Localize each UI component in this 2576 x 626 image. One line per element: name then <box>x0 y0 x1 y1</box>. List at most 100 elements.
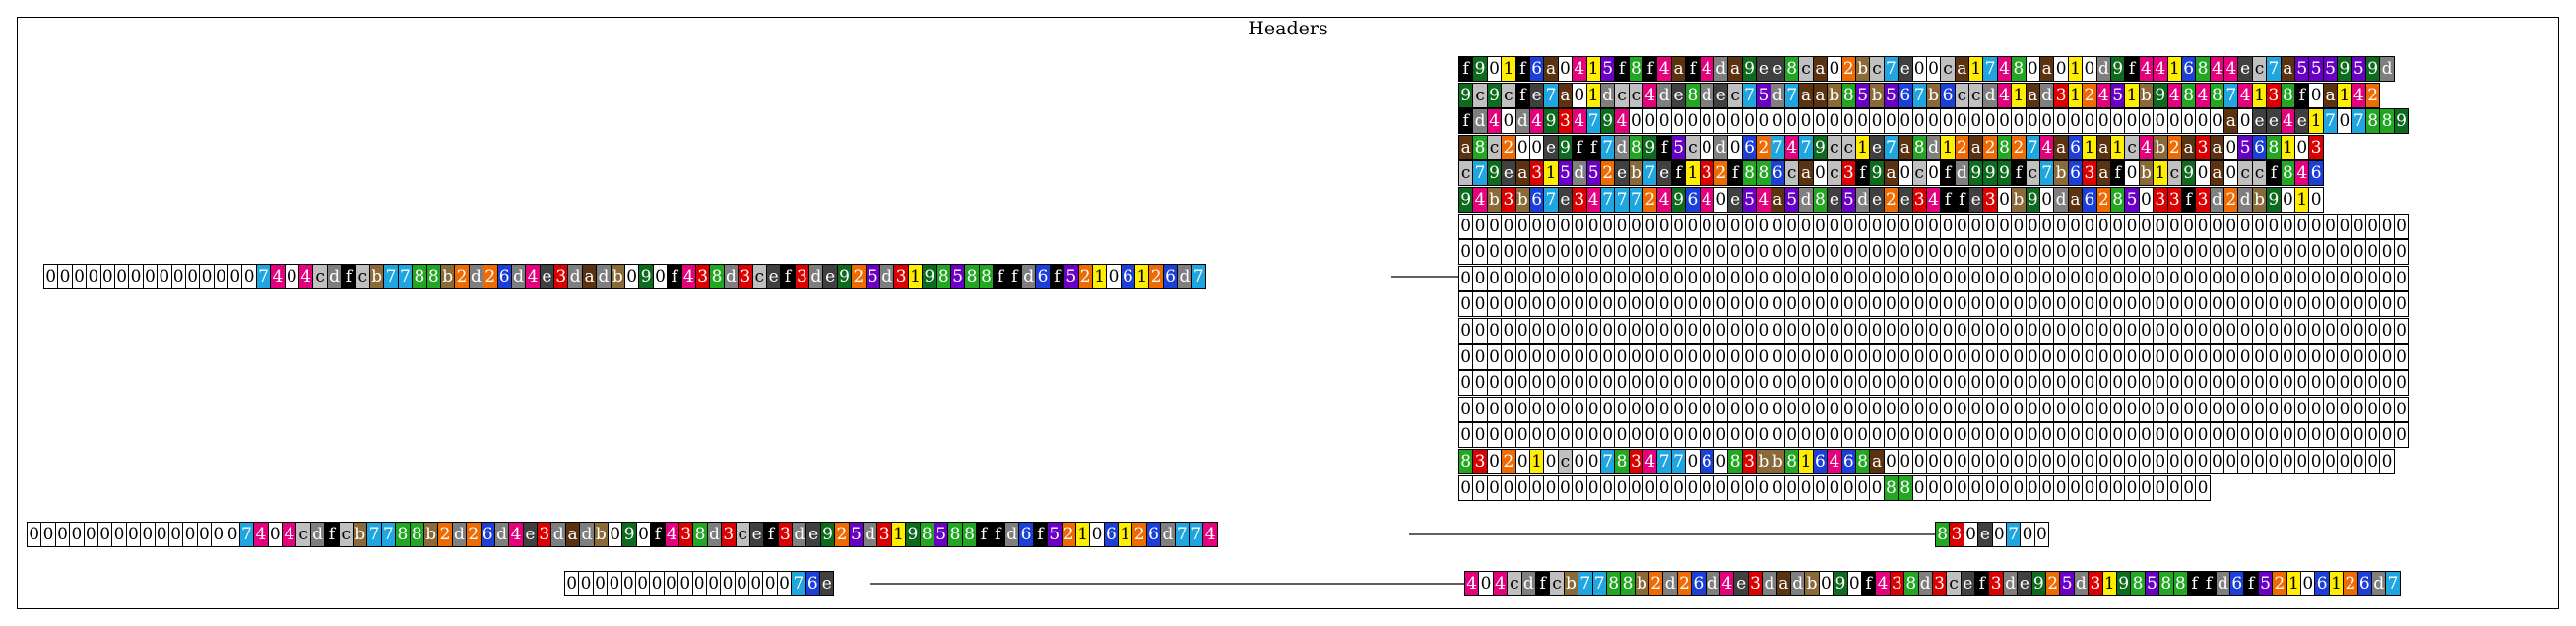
left-strip-3-cell: 0 <box>677 571 693 596</box>
matrix-zero-3-cell: 0 <box>1685 265 1701 291</box>
matrix-zero-2-cell: 0 <box>1685 239 1701 266</box>
left-strip-1-cell: 0 <box>86 264 101 289</box>
left-strip-1-cell: f <box>1006 264 1022 289</box>
matrix-row-16-cell: 0 <box>2053 449 2069 474</box>
matrix-row-16-cell: 0 <box>2266 449 2282 474</box>
matrix-zero-1-cell: 0 <box>1727 213 1743 239</box>
matrix-zero-7-cell: 0 <box>1741 370 1758 397</box>
matrix-row-16-cell: 0 <box>1940 449 1956 474</box>
right-strip-3-cell: 1 <box>2101 571 2117 596</box>
matrix-zero-2-cell: 0 <box>1628 239 1644 266</box>
matrix-zero-2-cell: 0 <box>1614 239 1630 266</box>
matrix-zero-2-cell: 0 <box>1883 239 1900 266</box>
matrix-zero-9-cell: 0 <box>1599 422 1616 449</box>
matrix-zero-1-cell: 0 <box>2011 213 2027 239</box>
matrix-zero-1-cell: 0 <box>1854 213 1871 239</box>
matrix-zero-7-cell: 0 <box>1585 370 1601 397</box>
matrix-zero-5-cell: 0 <box>2223 318 2239 344</box>
matrix-zero-7-cell: 0 <box>1812 370 1829 397</box>
right-strip-3-cell: 8 <box>2158 571 2174 596</box>
matrix-zero-8-cell: 0 <box>1968 396 1984 422</box>
matrix-row-1-cell: 4 <box>1656 56 1672 82</box>
matrix-zero-8-cell: 0 <box>1486 396 1503 422</box>
matrix-row-4-cell: 8 <box>1472 134 1488 160</box>
matrix-row-6-cell: d <box>2053 187 2069 213</box>
matrix-zero-6-cell: 0 <box>2322 344 2339 370</box>
matrix-zero-5-cell: 0 <box>1911 318 1927 344</box>
right-strip-3-cell: 9 <box>1833 571 1848 596</box>
right-strip-3-cell: 2 <box>2272 571 2287 596</box>
matrix-zero-9-cell: 0 <box>1528 422 1545 449</box>
matrix-row-1-cell: 4 <box>2138 56 2155 82</box>
matrix-zero-3-cell: 0 <box>1543 265 1559 291</box>
matrix-row-17-cell: 0 <box>1628 474 1644 501</box>
matrix-zero-5-cell: 0 <box>2180 318 2197 344</box>
left-strip-2-cell: 6 <box>480 522 495 547</box>
matrix-row-6-cell: 9 <box>2025 187 2041 213</box>
matrix-row-1-cell: a <box>2039 56 2055 82</box>
matrix-zero-1-cell: 0 <box>1968 213 1984 239</box>
matrix-zero-5-cell: 0 <box>1869 318 1885 344</box>
matrix-zero-1-cell: 0 <box>2337 213 2352 239</box>
matrix-zero-1-cell: 0 <box>1925 213 1942 239</box>
matrix-zero-1-cell: 0 <box>1614 213 1630 239</box>
matrix-row-6-cell: 4 <box>1585 187 1601 213</box>
matrix-zero-1-cell: 0 <box>1514 213 1530 239</box>
matrix-row-5-cell: c <box>1911 160 1927 187</box>
right-strip-3-cell: f <box>1974 571 1990 596</box>
matrix-zero-7-cell: 0 <box>1854 370 1871 397</box>
matrix-row-16-cell: 0 <box>2067 449 2084 474</box>
matrix-zero-6-cell: 0 <box>2379 344 2395 370</box>
matrix-zero-7-cell: 0 <box>2138 370 2155 397</box>
matrix-zero-9-cell: 0 <box>2195 422 2211 449</box>
matrix-zero-5-cell: 0 <box>2351 318 2366 344</box>
matrix-zero-1-cell: 0 <box>1685 213 1701 239</box>
matrix-row-16-cell: b <box>1770 449 1785 474</box>
matrix-row-16-cell: 0 <box>1982 449 1998 474</box>
matrix-zero-9-cell: 0 <box>1670 422 1687 449</box>
matrix-row-16-cell: 0 <box>2153 449 2168 474</box>
matrix-zero-1-cell: 0 <box>1783 213 1800 239</box>
matrix-zero-2-cell: 0 <box>2294 239 2310 266</box>
matrix-zero-3-cell: 0 <box>2138 265 2155 291</box>
matrix-row-4-cell: 6 <box>2067 134 2084 160</box>
matrix-row-2-cell: 4 <box>2095 82 2111 108</box>
left-strip-1-cell: 8 <box>978 264 995 289</box>
right-strip-3-cell: 0 <box>1846 571 1862 596</box>
matrix-row-2-cell: 4 <box>2166 82 2182 108</box>
matrix-row-16-cell: 0 <box>1713 449 1729 474</box>
matrix-zero-9-cell: 0 <box>1911 422 1927 449</box>
matrix-row-4-cell: 9 <box>1812 134 1829 160</box>
left-strip-1-cell: b <box>439 264 456 289</box>
matrix-zero-7-cell: 0 <box>1642 370 1658 397</box>
matrix-row-3-cell: 0 <box>2195 108 2211 135</box>
matrix-zero-4-cell: 0 <box>1486 291 1503 318</box>
matrix-row-2-cell: d <box>1599 82 1616 108</box>
matrix-row-4-cell: 3 <box>2195 134 2211 160</box>
left-strip-1-cell: 0 <box>227 264 243 289</box>
matrix-zero-6-cell: 0 <box>1528 344 1545 370</box>
matrix-row-1-cell: 4 <box>2209 56 2225 82</box>
matrix-zero-8-cell: 0 <box>1472 396 1488 422</box>
matrix-row-16-cell: 0 <box>2195 449 2211 474</box>
matrix-zero-4-cell: 0 <box>2095 291 2111 318</box>
matrix-zero-4-cell: 0 <box>1628 291 1644 318</box>
matrix-zero-4-cell: 0 <box>1557 291 1574 318</box>
matrix-zero-4-cell: 0 <box>1783 291 1800 318</box>
matrix-zero-5-cell: 0 <box>2095 318 2111 344</box>
matrix-zero-4-cell: 0 <box>2153 291 2168 318</box>
left-strip-2-cell: b <box>593 522 610 547</box>
left-strip-1-cell: 0 <box>213 264 229 289</box>
matrix-zero-5-cell: 0 <box>1599 318 1616 344</box>
matrix-zero-9-cell: 0 <box>2124 422 2140 449</box>
matrix-zero-3-cell: 0 <box>1599 265 1616 291</box>
left-strip-2-cell: 5 <box>934 522 949 547</box>
matrix-zero-7-cell: 0 <box>1840 370 1856 397</box>
left-strip-2-cell: 7 <box>1189 522 1204 547</box>
matrix-zero-4-cell: 0 <box>1543 291 1559 318</box>
matrix-row-4-cell: a <box>2095 134 2111 160</box>
